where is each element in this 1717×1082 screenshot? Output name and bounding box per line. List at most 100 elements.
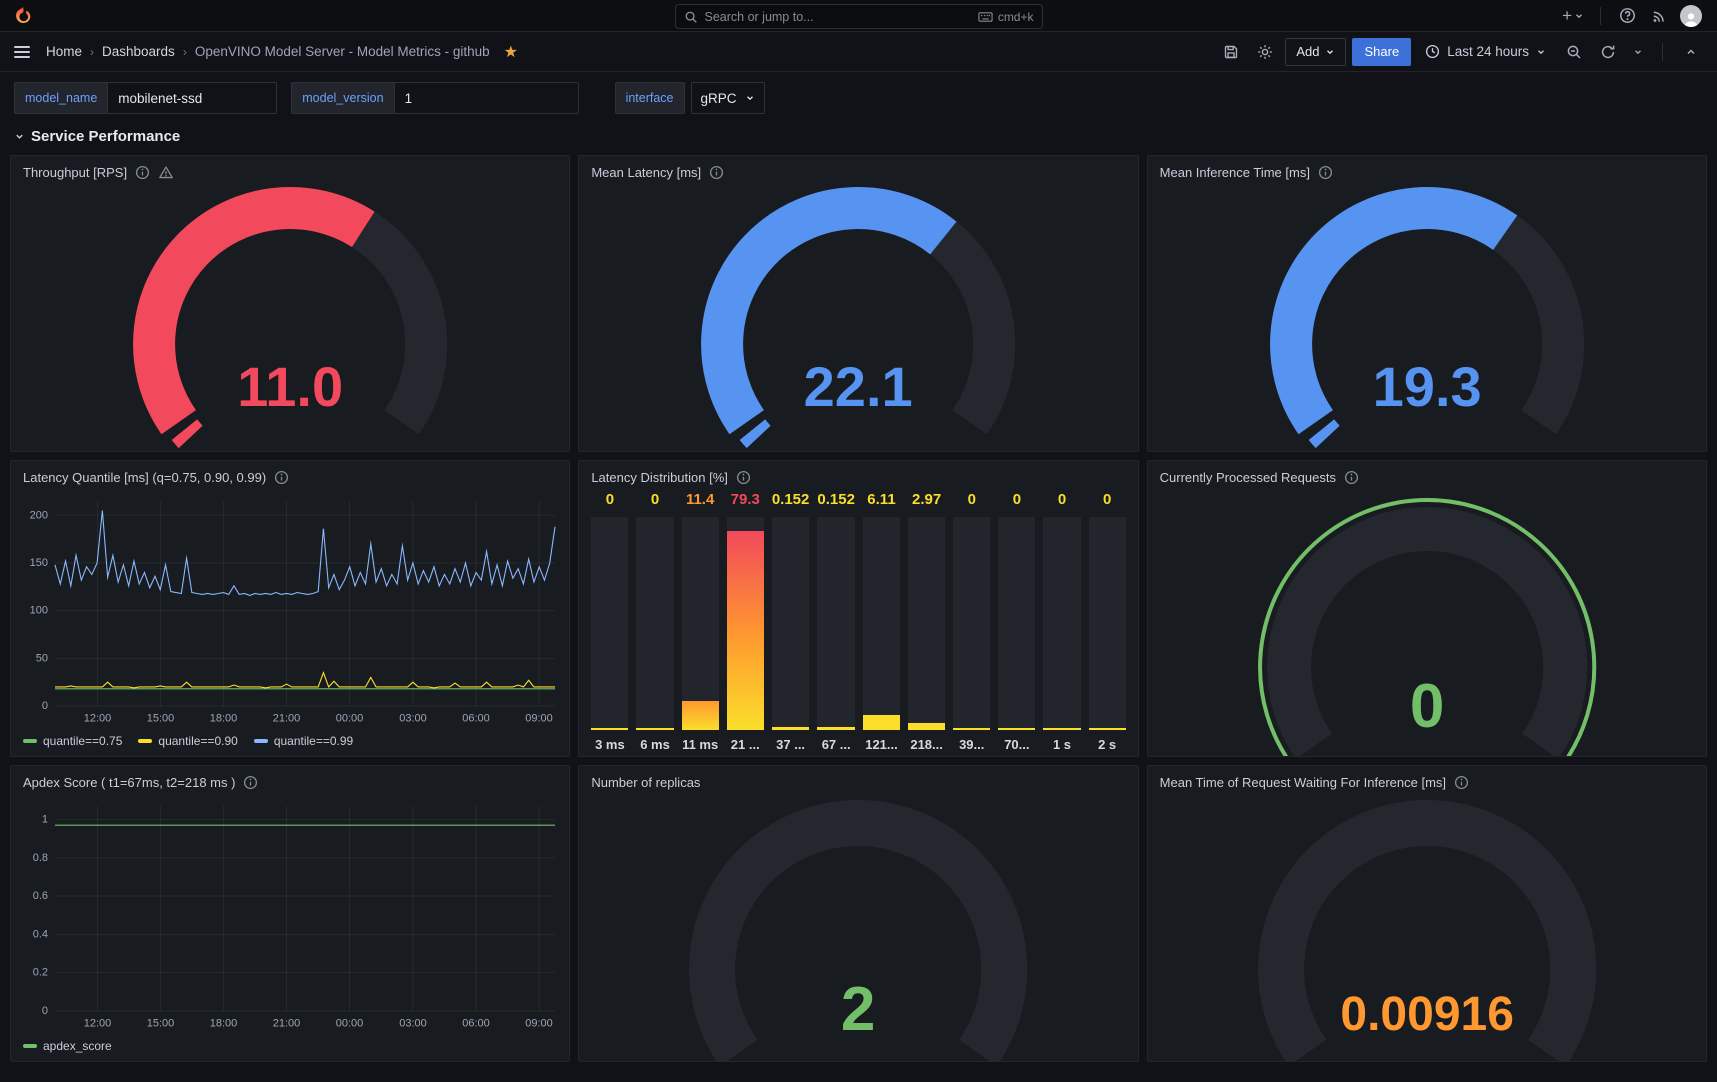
bar-baseline: [1089, 728, 1126, 730]
panel-mean-latency: Mean Latency [ms]22.1: [578, 155, 1138, 452]
collapse-toolbar-button[interactable]: [1677, 39, 1705, 65]
info-icon[interactable]: [274, 470, 289, 485]
gauge-value: 0.00916: [1340, 988, 1514, 1041]
save-dashboard-button[interactable]: [1217, 39, 1245, 65]
panel-body: 2: [579, 794, 1137, 1061]
info-icon[interactable]: [709, 165, 724, 180]
info-icon[interactable]: [736, 470, 751, 485]
bar-column[interactable]: 0.15267 ...: [817, 491, 855, 752]
panel-title[interactable]: Mean Latency [ms]: [591, 165, 701, 180]
dashboard-settings-button[interactable]: [1251, 39, 1279, 65]
bar-track: [682, 517, 719, 730]
panel-title[interactable]: Mean Time of Request Waiting For Inferen…: [1160, 775, 1446, 790]
share-button[interactable]: Share: [1352, 38, 1411, 66]
bar-column[interactable]: 03 ms: [591, 491, 628, 752]
bar-column[interactable]: 6.11121...: [863, 491, 900, 752]
legend-item[interactable]: quantile==0.75: [23, 734, 122, 748]
keyboard-shortcut-hint: cmd+k: [978, 10, 1034, 24]
interface-select[interactable]: gRPC: [691, 82, 765, 114]
panel-body: 11.0: [11, 184, 569, 451]
breadcrumb-dashboards[interactable]: Dashboards: [102, 44, 175, 59]
legend-item[interactable]: apdex_score: [23, 1039, 112, 1053]
avatar: [1680, 5, 1702, 27]
panel-title[interactable]: Latency Quantile [ms] (q=0.75, 0.90, 0.9…: [23, 470, 266, 485]
bar-column[interactable]: 0.15237 ...: [772, 491, 810, 752]
bar-column[interactable]: 01 s: [1043, 491, 1080, 752]
legend-label: quantile==0.75: [43, 734, 122, 748]
chevron-up-icon: [1685, 46, 1697, 58]
time-series-chart[interactable]: [19, 491, 561, 730]
news-button[interactable]: [1645, 3, 1673, 29]
legend-item[interactable]: quantile==0.99: [254, 734, 353, 748]
bar-value: 0: [998, 491, 1035, 513]
breadcrumb: Home › Dashboards › OpenVINO Model Serve…: [46, 42, 518, 62]
breadcrumb-current-dashboard: OpenVINO Model Server - Model Metrics - …: [195, 44, 490, 59]
panel-header: Mean Inference Time [ms]: [1148, 156, 1706, 184]
bar-column[interactable]: 06 ms: [636, 491, 673, 752]
grafana-logo[interactable]: [12, 5, 34, 27]
new-menu-button[interactable]: +: [1558, 7, 1588, 24]
info-icon[interactable]: [1454, 775, 1469, 790]
zoom-out-time-button[interactable]: [1560, 39, 1588, 65]
gauge-arc: 19.3: [1156, 184, 1698, 451]
panel-title[interactable]: Latency Distribution [%]: [591, 470, 728, 485]
model-name-input[interactable]: [107, 82, 277, 114]
info-icon[interactable]: [243, 775, 258, 790]
panel-header: Mean Latency [ms]: [579, 156, 1137, 184]
bar-fill: [682, 701, 719, 730]
panel-title[interactable]: Mean Inference Time [ms]: [1160, 165, 1310, 180]
add-panel-button[interactable]: Add: [1285, 38, 1346, 66]
legend-swatch: [23, 739, 37, 743]
panel-replicas: Number of replicas 2: [578, 765, 1138, 1062]
time-series-chart[interactable]: [19, 796, 561, 1035]
bar-column[interactable]: 039...: [953, 491, 990, 752]
legend-item[interactable]: quantile==0.90: [138, 734, 237, 748]
panel-title[interactable]: Number of replicas: [591, 775, 700, 790]
search-input[interactable]: Search or jump to... cmd+k: [675, 4, 1043, 29]
panel-body: 0.00916: [1148, 794, 1706, 1061]
top-nav-bar: Search or jump to... cmd+k +: [0, 0, 1717, 32]
panel-body: 19.3: [1148, 184, 1706, 451]
favorite-star-icon[interactable]: ★: [504, 42, 518, 62]
bar-track: [863, 517, 900, 730]
bar-track: [953, 517, 990, 730]
bar-column[interactable]: 02 s: [1089, 491, 1126, 752]
chevron-down-icon: [1633, 47, 1643, 57]
panel-header: Currently Processed Requests: [1148, 461, 1706, 489]
divider: [1662, 43, 1663, 61]
panel-title[interactable]: Currently Processed Requests: [1160, 470, 1336, 485]
bar-value: 0: [1089, 491, 1126, 513]
bar-value: 0.152: [772, 491, 810, 513]
bar-value: 0: [591, 491, 628, 513]
bar-column[interactable]: 79.321 ...: [727, 491, 764, 752]
refresh-interval-dropdown[interactable]: [1628, 39, 1648, 65]
bar-label: 218...: [908, 730, 945, 752]
time-range-picker[interactable]: Last 24 hours: [1417, 44, 1554, 59]
user-profile-button[interactable]: [1677, 3, 1705, 29]
refresh-button[interactable]: [1594, 39, 1622, 65]
panel-title[interactable]: Apdex Score ( t1=67ms, t2=218 ms ): [23, 775, 235, 790]
info-icon[interactable]: [1318, 165, 1333, 180]
gauge-value: 0: [1410, 672, 1445, 741]
panel-header: Number of replicas: [579, 766, 1137, 794]
bar-column[interactable]: 2.97218...: [908, 491, 945, 752]
breadcrumb-home[interactable]: Home: [46, 44, 82, 59]
clock-icon: [1425, 44, 1440, 59]
panel-title[interactable]: Throughput [RPS]: [23, 165, 127, 180]
warning-icon[interactable]: [158, 165, 174, 180]
gauge-arc: 2: [587, 794, 1129, 1061]
menu-toggle-button[interactable]: [14, 46, 30, 58]
model-version-input[interactable]: [394, 82, 579, 114]
bar-baseline: [636, 728, 673, 730]
variable-label: model_name: [14, 82, 107, 114]
info-icon[interactable]: [1344, 470, 1359, 485]
bar-column[interactable]: 11.411 ms: [682, 491, 719, 752]
plus-icon: +: [1562, 7, 1572, 24]
row-service-performance[interactable]: Service Performance: [0, 122, 1717, 153]
info-icon[interactable]: [135, 165, 150, 180]
bar-value: 0: [636, 491, 673, 513]
bar-value: 79.3: [727, 491, 764, 513]
bar-column[interactable]: 070...: [998, 491, 1035, 752]
help-button[interactable]: [1613, 3, 1641, 29]
chevron-down-icon: [1574, 11, 1584, 21]
